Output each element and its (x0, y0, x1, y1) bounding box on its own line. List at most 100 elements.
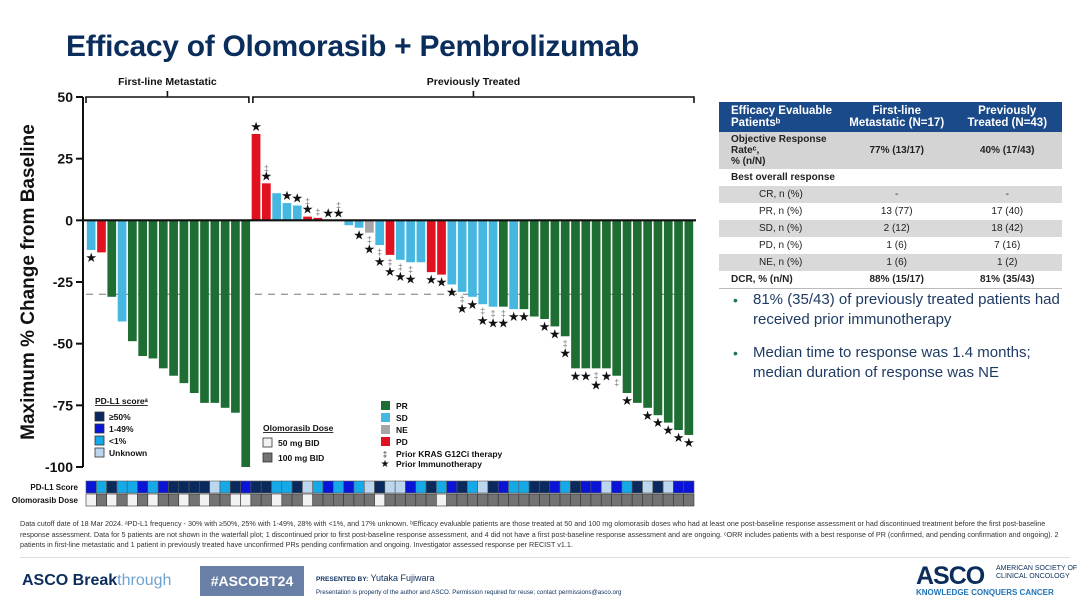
bar-ne (365, 220, 374, 233)
pdl1-cell (353, 480, 365, 494)
prior-immunotherapy-marker: ★ (467, 297, 479, 312)
row-first-line: - (840, 186, 953, 203)
pdl1-legend-swatch (94, 411, 105, 422)
bar-pr (571, 220, 580, 369)
pdl1-cell (157, 480, 169, 494)
prior-immunotherapy-marker: ★ (487, 316, 499, 331)
dose-legend-swatch (262, 437, 273, 448)
bar-pr (158, 220, 168, 369)
prior-kras-marker: ‡ (398, 262, 403, 272)
bar-sd (344, 220, 354, 226)
prior-kras-marker: ‡ (594, 370, 599, 380)
bar-pr (210, 220, 220, 403)
prior-immunotherapy-marker: ★ (549, 326, 561, 341)
bar-sd (292, 205, 302, 221)
bar-sd (375, 220, 385, 245)
prior-immunotherapy-marker: ★ (405, 271, 417, 286)
bar-pr (220, 220, 230, 408)
logo-through-text: through (117, 572, 172, 589)
pdl1-cell (652, 480, 664, 494)
bar-pd (251, 134, 261, 221)
prior-immunotherapy-marker: ★ (250, 119, 262, 134)
bar-sd (86, 220, 96, 250)
pdl1-cell (477, 480, 489, 494)
pdl1-cell (209, 480, 221, 494)
dose-legend-label: 100 mg BID (278, 453, 324, 463)
bar-pd (426, 220, 436, 273)
prior-immunotherapy-marker: ★ (621, 393, 633, 408)
group-label: Previously Treated (427, 76, 520, 88)
dose-cell (363, 493, 375, 507)
pdl1-cell (559, 480, 571, 494)
dose-cell (631, 493, 643, 507)
logo-break-text: Break (68, 572, 118, 589)
table-row-orr: Objective Response Rateᶜ,% (n/N) 77% (13… (719, 132, 1062, 169)
pdl1-cell (271, 480, 283, 494)
dose-cell (116, 493, 128, 507)
prior-immunotherapy-marker: ★ (683, 435, 695, 450)
row-label: PD, n (%) (759, 240, 803, 251)
pdl1-cell (456, 480, 468, 494)
bar-pr (241, 220, 251, 467)
pdl1-cell (229, 480, 241, 494)
footnote: Data cutoff date of 18 Mar 2024. ᵃPD-L1 … (20, 519, 1059, 549)
pdl1-cell (549, 480, 561, 494)
bar-sd (457, 220, 467, 292)
bullet-text: Median time to response was 1.4 months; … (753, 344, 1031, 381)
pdl1-legend-title: PD-L1 scoreᵃ (95, 396, 149, 406)
table-row-best-response: Best overall response (719, 169, 1062, 186)
bar-pr (643, 220, 652, 408)
bar-sd (478, 220, 488, 305)
y-tick-label: 50 (57, 89, 73, 105)
pdl1-cell (116, 480, 128, 494)
row-prev: - (952, 186, 1062, 203)
prior-immunotherapy-marker: ★ (642, 408, 654, 423)
dose-cell (539, 493, 551, 507)
dose-cell (621, 493, 633, 507)
double-dagger-symbol-icon: ‡ (383, 450, 387, 459)
bar-sd (416, 220, 426, 263)
presented-by-label: PRESENTED BY: (316, 576, 369, 583)
pdl1-legend-label: ≥50% (109, 412, 131, 422)
orr-label-line2: % (n/N) (731, 156, 766, 167)
bullet-item: • 81% (35/43) of previously treated patie… (733, 290, 1078, 330)
dose-cell (271, 493, 283, 507)
asco-org-name: AMERICAN SOCIETY OF CLINICAL ONCOLOGY (996, 565, 1078, 580)
table-row-dcr: DCR, % (n/N) 88% (15/17) 81% (35/43) (719, 271, 1062, 289)
dose-cell (477, 493, 489, 507)
pdl1-cell (436, 480, 447, 494)
dose-cell (302, 493, 314, 507)
row-first-line: 2 (12) (840, 220, 953, 237)
prior-kras-marker: ‡ (563, 338, 568, 348)
pdl1-cell (137, 480, 149, 494)
dose-cell (188, 493, 200, 507)
table-row: PD, n (%) 1 (6) 7 (16) (719, 237, 1062, 254)
dose-cell (199, 493, 210, 507)
dose-cell (611, 493, 623, 507)
orr-label: Objective Response Rateᶜ,% (n/N) (719, 132, 841, 169)
pdl1-cell (487, 480, 499, 494)
pdl1-cell (508, 480, 520, 494)
pdl1-cell (415, 480, 427, 494)
y-axis-label: Maximum % Change from Baseline (18, 124, 39, 440)
row-first-line: 1 (6) (840, 254, 953, 271)
dose-cell (85, 493, 97, 507)
pdl1-cell (302, 480, 314, 494)
pdl1-cell (240, 480, 252, 494)
bullet-dot-icon: • (733, 345, 738, 361)
pdl1-cell (291, 480, 303, 494)
row-label: NE, n (%) (719, 254, 841, 271)
pdl1-cell (188, 480, 200, 494)
pdl1-cell (281, 480, 293, 494)
footer-divider (20, 557, 1070, 558)
dose-cell (518, 493, 530, 507)
bar-pr (519, 220, 529, 310)
dose-cell (549, 493, 561, 507)
pdl1-cell (600, 480, 612, 494)
bar-pr (128, 220, 137, 342)
dose-cell (333, 493, 344, 507)
bar-sd (447, 220, 457, 285)
prior-immunotherapy-marker: ★ (291, 191, 303, 206)
prior-immunotherapy-marker: ★ (302, 202, 314, 217)
response-legend-label: SD (396, 413, 408, 423)
